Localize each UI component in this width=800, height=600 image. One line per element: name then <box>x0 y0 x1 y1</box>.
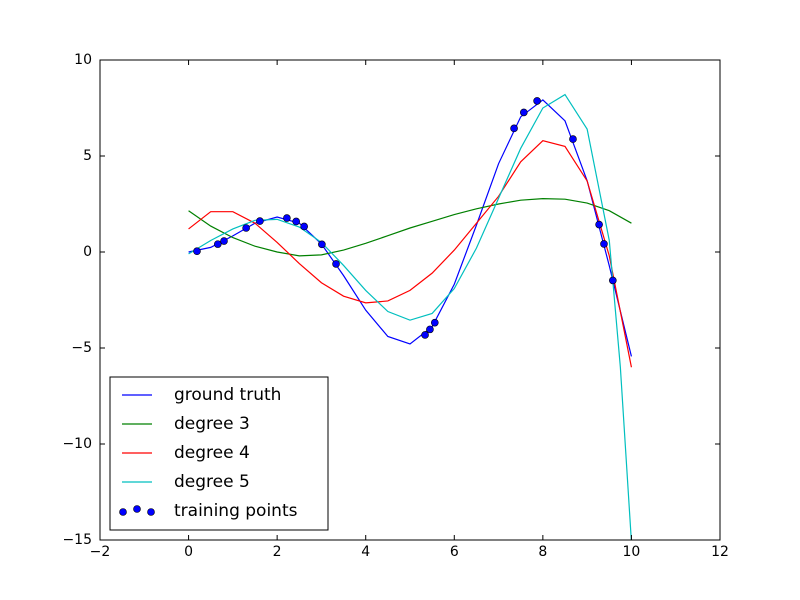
y-tick-label: −5 <box>71 340 92 356</box>
legend-marker <box>133 505 141 513</box>
legend-label: degree 5 <box>174 472 250 492</box>
x-tick-label: 4 <box>361 544 370 560</box>
training-point <box>510 124 518 133</box>
training-point <box>256 217 264 225</box>
training-point <box>595 220 603 229</box>
x-tick-label: 0 <box>184 544 193 560</box>
legend-label: degree 3 <box>174 414 250 434</box>
training-point <box>533 97 541 105</box>
series-line <box>188 198 632 257</box>
series-line <box>188 139 633 368</box>
training-point <box>332 260 340 268</box>
y-tick-label: −10 <box>62 436 92 452</box>
legend-marker <box>119 508 127 516</box>
training-point <box>283 214 291 222</box>
x-tick-label: 10 <box>623 544 641 560</box>
training-point <box>292 217 300 226</box>
x-tick-label: −2 <box>90 544 111 560</box>
training-point <box>520 108 528 117</box>
training-point <box>193 247 201 256</box>
series-line <box>188 93 632 540</box>
x-tick-label: 2 <box>273 544 282 560</box>
training-point <box>220 237 228 245</box>
training-point <box>242 224 250 232</box>
legend-marker <box>147 508 155 516</box>
training-point <box>421 331 429 339</box>
plot-area <box>188 93 633 540</box>
training-point <box>300 222 308 231</box>
legend-label: degree 4 <box>174 443 250 463</box>
training-point <box>426 325 434 334</box>
training-point <box>430 318 439 327</box>
x-tick-label: 6 <box>450 544 459 560</box>
axes-frame <box>99 59 721 541</box>
training-point <box>318 240 326 249</box>
training-point <box>609 276 617 285</box>
y-tick-label: 5 <box>83 148 92 164</box>
y-tick-label: 0 <box>83 244 92 260</box>
y-tick-label: −15 <box>62 532 92 548</box>
x-tick-label: 8 <box>538 544 547 560</box>
y-tick-label: 10 <box>74 52 92 68</box>
training-point <box>569 135 577 143</box>
x-tick-label: 12 <box>711 544 729 560</box>
training-point <box>214 240 222 248</box>
legend-label: ground truth <box>174 385 281 405</box>
training-point <box>600 240 608 248</box>
legend-label: training points <box>174 501 298 521</box>
